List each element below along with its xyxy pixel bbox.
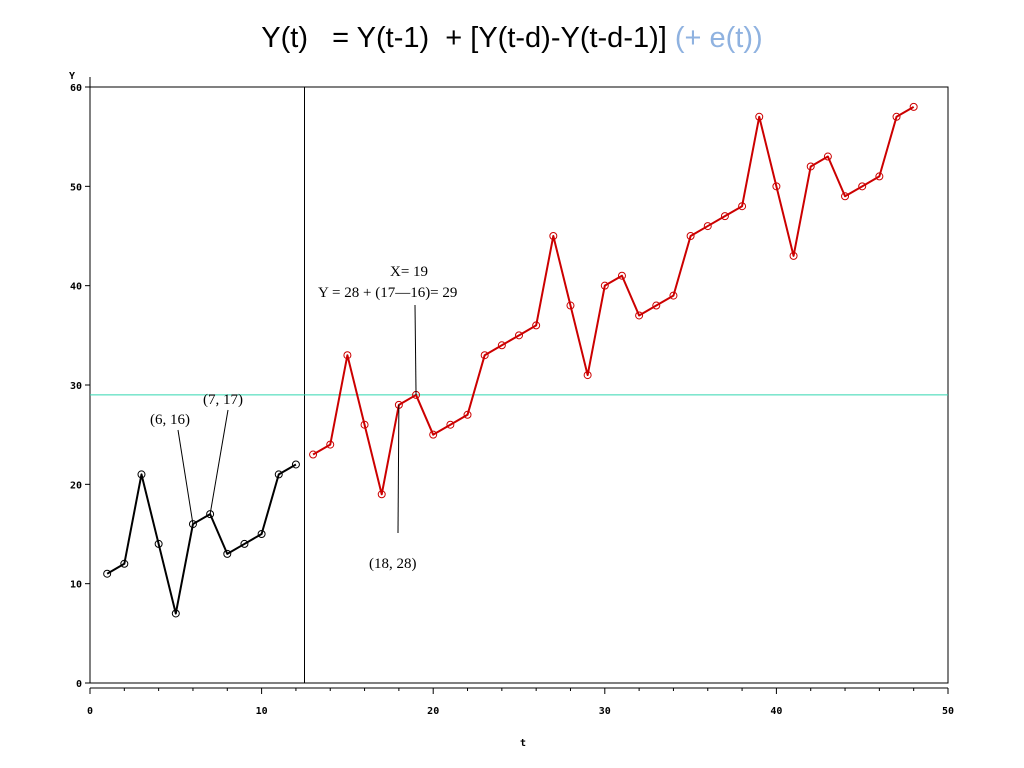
data-point [823,152,832,161]
data-point [326,440,335,449]
annotation-leader-line [397,404,400,534]
data-point [858,182,867,191]
data-point [686,232,695,240]
data-point [360,420,369,429]
data-point [480,351,489,360]
x-axis-label: t [520,738,526,749]
data-point [892,112,901,121]
annotation-leader-line [177,429,194,525]
data-point [154,539,163,548]
data-point [120,559,129,568]
reference-lines [90,87,948,683]
data-point [755,112,764,121]
y-axis-label: Y [69,71,75,82]
series-layer [103,102,918,618]
data-point [171,609,180,618]
data-point [429,430,438,439]
data-point [720,212,729,221]
data-point [652,301,661,310]
data-point [617,271,626,280]
annotation-label-x19: X= 19 [390,264,428,280]
annotation-layer: (6, 16) (7, 17) (18, 28) X= 19 Y = 28 + (17—… [150,264,457,572]
data-point [789,251,798,260]
data-point [583,371,592,380]
y-tick-label: 40 [70,282,82,293]
data-point [240,539,249,548]
data-point [463,410,472,419]
data-point [566,301,575,310]
title-equation: Y(t) = Y(t-1) + [Y(t-d)-Y(t-d-1)] [261,22,675,54]
data-point [841,192,850,201]
annotation-label-18-28: (18, 28) [369,556,417,572]
data-point [103,569,112,578]
y-tick-label: 20 [70,480,82,491]
chart-title: Y(t) = Y(t-1) + [Y(t-d)-Y(t-d-1)] (+ e(t… [0,22,1024,55]
title-error-term: (+ e(t)) [674,22,763,54]
plot-frame [89,86,949,684]
data-point [137,470,146,479]
x-tick-label: 50 [942,706,954,717]
data-point [635,311,644,320]
data-point [446,420,455,429]
axes: 0 10 20 30 40 50 60 0 10 20 30 40 50 Yt [69,71,954,749]
data-point [806,162,815,171]
annotation-label-7-17: (7, 17) [203,392,243,408]
x-tick-label: 10 [256,706,268,717]
data-point [377,490,386,499]
x-tick-label: 20 [427,706,439,717]
y-tick-label: 10 [70,580,82,591]
data-point [909,102,918,111]
data-point [343,351,352,360]
data-point [600,281,609,290]
y-tick-label: 60 [70,83,82,94]
data-point [515,331,523,340]
annotation-leader-line [209,409,229,515]
data-point [206,510,215,519]
annotation-label-formula: Y = 28 + (17—16)= 29 [318,285,457,301]
data-point [549,232,558,240]
data-point [291,460,300,469]
data-point [188,520,197,529]
data-point [497,341,506,350]
data-point [669,291,678,300]
series-line [106,463,297,615]
x-tick-label: 30 [599,706,611,717]
data-point [772,182,781,191]
data-point [223,549,232,558]
data-point [703,222,712,231]
series-observed [103,460,300,618]
y-tick-label: 50 [70,182,82,193]
data-point [738,202,747,211]
data-point [274,470,283,479]
data-point [257,530,266,538]
y-tick-label: 0 [76,679,82,690]
x-tick-label: 40 [770,706,782,717]
x-tick-label: 0 [87,706,93,717]
annotation-leader-line [414,304,417,395]
series-forecast [309,102,918,499]
y-tick-label: 30 [70,381,82,392]
data-point [532,321,541,330]
data-point [875,172,884,181]
annotation-label-6-16: (6, 16) [150,412,190,428]
data-point [309,450,318,459]
